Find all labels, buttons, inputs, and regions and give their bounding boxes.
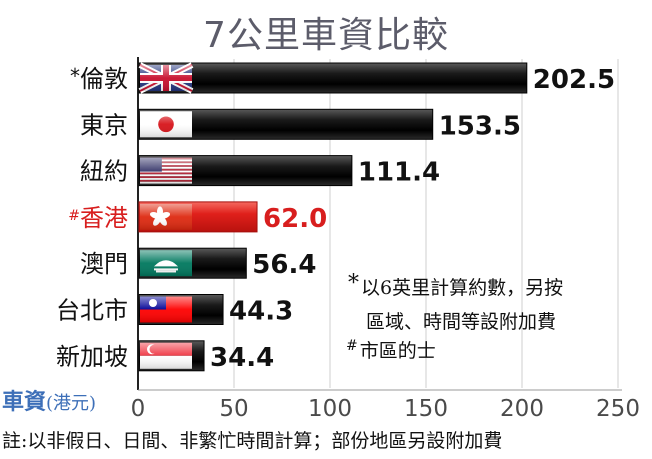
category-label: 澳門 — [80, 250, 128, 278]
category-name: 香港 — [80, 204, 128, 232]
x-tick-label: 0 — [131, 396, 146, 422]
x-tick-label: 50 — [219, 396, 248, 422]
uk-flag — [138, 62, 194, 94]
category-label: 東京 — [80, 111, 128, 139]
x-axis-label-unit: (港元) — [46, 393, 97, 414]
japan-flag-part — [140, 111, 192, 138]
value-label: 153.5 — [439, 111, 521, 141]
hongkong-flag-part — [140, 203, 192, 230]
japan-flag — [140, 111, 192, 138]
taiwan-flag — [140, 296, 192, 323]
uk-flag-part — [140, 65, 192, 91]
footnote-star-mark: * — [348, 271, 359, 296]
footnote-star-line2: 區域、時間等設附加費 — [366, 311, 557, 333]
usa-flag — [140, 157, 192, 184]
category-label: 紐約 — [80, 158, 128, 186]
value-label: 34.4 — [210, 343, 274, 373]
hongkong-flag — [140, 203, 192, 230]
x-tick-label: 250 — [596, 396, 640, 422]
value-label: 62.0 — [263, 204, 327, 234]
category-label: 新加坡 — [56, 343, 128, 371]
footnote-star-line1: 以6英里計算約數，另按 — [361, 277, 564, 299]
category-name: 倫敦 — [80, 65, 128, 93]
taiwan-flag-part — [140, 296, 192, 323]
footnote-hash-text: 市區的士 — [359, 340, 436, 362]
value-label: 111.4 — [358, 158, 440, 188]
category-mark: # — [68, 208, 80, 224]
x-tick-label: 200 — [500, 396, 544, 422]
footnote-hash: # 市區的士 — [346, 338, 436, 363]
footnote-star: * 以6英里計算約數，另按 — [348, 271, 564, 303]
macau-flag — [140, 250, 192, 277]
footnote-hash-mark: # — [346, 338, 358, 354]
usa-flag-part — [140, 157, 192, 184]
macau-flag-part — [140, 250, 192, 277]
category-label: 台北市 — [56, 297, 128, 325]
value-label: 202.5 — [533, 65, 615, 95]
x-tick-label: 150 — [404, 396, 448, 422]
category-label: #香港 — [68, 204, 128, 232]
chart-title: 7公里車資比較 — [203, 15, 449, 56]
footer-note: 註:以非假日、日間、非繁忙時間計算；部份地區另設附加費 — [2, 430, 503, 452]
singapore-flag — [140, 342, 192, 369]
category-mark: * — [70, 64, 80, 88]
value-label: 44.3 — [229, 297, 293, 327]
category-label: *倫敦 — [70, 64, 128, 93]
singapore-flag-part — [140, 342, 192, 369]
bar — [138, 62, 528, 94]
x-axis-label: 車資(港元) — [2, 384, 96, 416]
x-axis-label-main: 車資 — [2, 390, 47, 415]
value-label: 56.4 — [252, 250, 316, 280]
x-tick-label: 100 — [308, 396, 352, 422]
